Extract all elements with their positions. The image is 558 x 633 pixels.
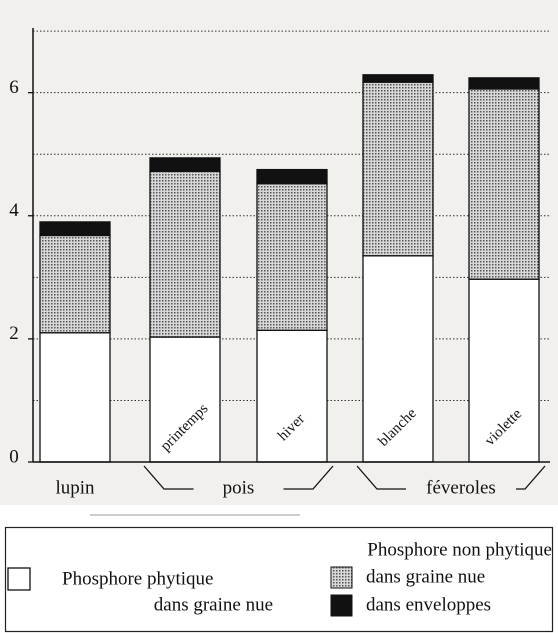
bar-segment bbox=[362, 81, 434, 257]
y-tick-label: 4 bbox=[9, 200, 19, 221]
bar-segment bbox=[256, 183, 328, 331]
legend-swatch bbox=[330, 566, 353, 589]
bar-segment bbox=[39, 221, 111, 237]
legend-group-title: Phosphore non phytique bbox=[367, 539, 552, 560]
bar-segment bbox=[256, 329, 328, 463]
bar-segment bbox=[256, 168, 328, 185]
bar-segment bbox=[149, 157, 221, 173]
legend-label: dans graine nue bbox=[366, 566, 485, 587]
bar-segment bbox=[39, 332, 111, 463]
y-tick-label: 6 bbox=[9, 77, 19, 98]
bar-segment bbox=[149, 170, 221, 338]
legend-swatch bbox=[7, 567, 31, 591]
legend-swatch bbox=[330, 594, 353, 617]
bar-segment bbox=[468, 88, 540, 280]
legend-label: dans enveloppes bbox=[366, 594, 491, 615]
bar-segment bbox=[468, 77, 540, 90]
x-tick-label: lupin bbox=[55, 477, 95, 498]
bar-segment bbox=[362, 74, 434, 83]
group-bracket bbox=[143, 465, 334, 490]
legend-label: Phosphore phytique bbox=[62, 568, 213, 589]
y-tick-label: 2 bbox=[9, 323, 19, 344]
legend-sublabel: dans graine nue bbox=[154, 594, 273, 615]
bar-segment bbox=[39, 234, 111, 334]
bar-segment bbox=[149, 336, 221, 463]
group-bracket bbox=[356, 465, 546, 490]
group-label: pois bbox=[223, 477, 255, 498]
legend-box bbox=[4, 526, 554, 633]
group-label: féveroles bbox=[426, 477, 496, 498]
y-tick-label: 0 bbox=[9, 446, 19, 467]
